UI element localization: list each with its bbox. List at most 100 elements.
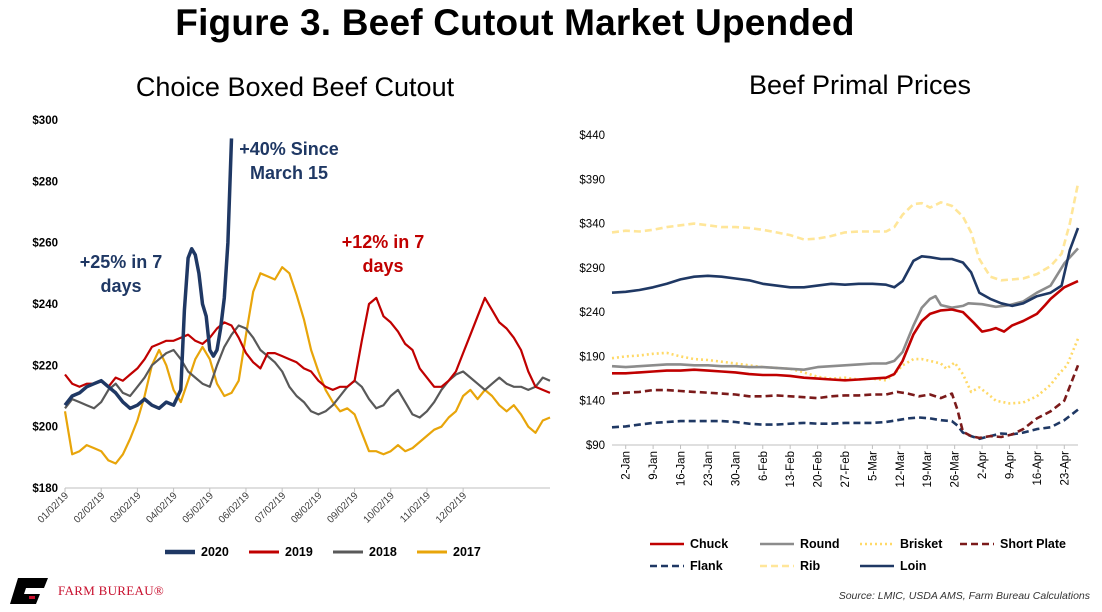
x-tick-label: 13-Feb [785,451,797,487]
legend-item-loin: Loin [860,559,926,573]
legend-item-short-plate: Short Plate [960,537,1066,551]
x-tick-label: 16-Jan [676,451,688,486]
y-tick-label: $260 [32,238,58,250]
y-tick-label: $220 [32,360,58,372]
y-tick-label: $440 [579,130,605,142]
legend-swatch [760,564,794,568]
x-tick-label: 2-Jan [621,451,633,480]
legend-swatch [249,550,279,554]
x-tick-label: 12/02/19 [434,490,470,526]
y-tick-label: $240 [579,307,605,319]
legend-label: 2020 [201,545,229,559]
x-tick-label: 20-Feb [813,451,825,487]
x-tick-label: 10/02/19 [362,490,398,526]
legend-item-flank: Flank [650,559,723,573]
x-tick-label: 04/02/19 [144,490,180,526]
legend-item-brisket: Brisket [860,537,942,551]
legend-swatch [960,542,994,546]
legend-swatch [650,542,684,546]
series-line-rib [611,183,1080,282]
legend-label: Rib [800,559,821,573]
series-line-loin [611,227,1080,308]
source-note: Source: LMIC, USDA AMS, Farm Bureau Calc… [838,590,1090,602]
x-tick-label: 2-Apr [977,451,989,479]
legend-label: Loin [900,559,927,573]
x-tick-label: 06/02/19 [217,490,253,526]
legend-label: 2019 [285,545,313,559]
legend-swatch [760,542,794,546]
y-tick-label: $390 [579,174,605,186]
legend-item-rib: Rib [760,559,820,573]
series-line-2018 [64,324,551,419]
x-tick-label: 19-Mar [922,451,934,488]
x-tick-label: 08/02/19 [289,490,325,526]
x-tick-label: 01/02/19 [36,490,72,526]
x-tick-label: 27-Feb [840,451,852,487]
y-tick-label: $200 [32,422,58,434]
legend-label: Chuck [690,537,729,551]
x-tick-label: 5-Mar [867,451,879,481]
series-line-chuck [612,279,1079,382]
y-tick-label: $300 [32,115,58,127]
x-tick-label: 9-Apr [1004,451,1016,479]
legend-label: 2017 [453,545,481,559]
legend-label: 2018 [369,545,397,559]
annotation-text: March 15 [250,163,328,183]
series-line-2017 [63,266,551,465]
x-tick-label: 23-Apr [1059,451,1071,486]
right-chart-title: Beef Primal Prices [748,70,972,100]
farm-bureau-logo: FARM BUREAU® [8,576,164,606]
x-tick-label: 09/02/19 [325,490,361,526]
page-title: Figure 3. Beef Cutout Market Upended [175,2,855,43]
x-tick-label: 03/02/19 [108,490,144,526]
legend-item-2019: 2019 [249,545,313,559]
legend-swatch [860,542,894,546]
legend-item-2018: 2018 [333,545,397,559]
annotation-text: days [100,276,141,296]
legend-item-round: Round [760,537,840,551]
legend-swatch [165,549,195,555]
farm-bureau-emblem-icon [10,578,48,604]
x-tick-label: 12-Mar [895,451,907,488]
legend-label: Brisket [900,537,943,551]
x-tick-label: 11/02/19 [398,490,433,525]
x-tick-label: 30-Jan [730,451,742,486]
legend-label: Flank [690,559,723,573]
farm-bureau-wordmark: FARM BUREAU® [58,583,165,598]
annotation-text: days [362,256,403,276]
legend-item-chuck: Chuck [650,537,728,551]
series-line-2020 [63,138,234,411]
beef-primal-prices-chart: $90 $140 $190 $240 $290 $340 $390 $440 2-Jan 9-Ja… [579,130,1080,488]
series-line-round [611,247,1079,371]
annotation-text: +12% in 7 [342,232,425,252]
y-tick-label: $90 [586,440,605,452]
x-tick-label: 23-Jan [703,451,715,486]
legend-swatch [417,550,447,554]
legend-item-2017: 2017 [417,545,481,559]
series-line-2019 [64,296,551,394]
x-tick-label: 16-Apr [1032,451,1044,486]
left-chart-title: Choice Boxed Beef Cutout [135,72,455,102]
x-tick-label: 05/02/19 [181,490,217,526]
x-tick-label: 07/02/19 [253,490,289,526]
x-tick-label: 6-Feb [758,451,770,481]
boxed-beef-cutout-chart: $180 $200 $220 $240 $260 $280 $300 01/02/19 02/0… [32,115,551,526]
legend-label: Short Plate [1000,537,1066,551]
x-tick-label: 9-Jan [648,451,660,480]
legend-swatch [650,564,684,568]
x-tick-label: 02/02/19 [72,490,108,526]
legend-label: Round [800,537,840,551]
legend-swatch [333,550,363,554]
series-line-short-plate [611,364,1080,440]
y-tick-label: $290 [579,263,605,275]
y-tick-label: $190 [579,351,605,363]
legend-item-2020: 2020 [165,545,229,559]
y-tick-label: $140 [579,396,605,408]
y-tick-label: $280 [32,176,58,188]
annotation-text: +25% in 7 [80,252,163,272]
annotation-text: +40% Since [239,139,339,159]
series-line-brisket [611,338,1080,405]
y-tick-label: $340 [579,219,605,231]
y-tick-label: $240 [32,299,58,311]
legend-swatch [860,564,894,568]
